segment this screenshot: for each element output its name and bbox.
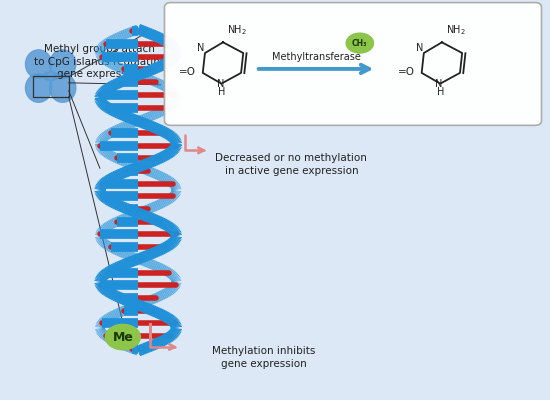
Text: in active gene expression: in active gene expression [224, 166, 358, 176]
Text: Methylation inhibits: Methylation inhibits [212, 346, 316, 356]
Text: Me: Me [112, 330, 133, 344]
Text: H: H [218, 87, 225, 97]
Text: Methyl groups attach: Methyl groups attach [45, 44, 155, 54]
Text: =O: =O [179, 67, 196, 77]
Text: N: N [436, 79, 443, 89]
Text: N: N [217, 79, 224, 89]
Text: N: N [416, 43, 423, 53]
Text: CH₃: CH₃ [352, 38, 367, 48]
Ellipse shape [25, 50, 52, 78]
Text: Methyltransferase: Methyltransferase [272, 52, 360, 62]
Circle shape [346, 33, 373, 53]
Ellipse shape [50, 50, 76, 78]
Text: H: H [437, 87, 444, 97]
Text: NH$_2$: NH$_2$ [227, 23, 246, 37]
Ellipse shape [50, 74, 76, 102]
Text: Decreased or no methylation: Decreased or no methylation [216, 153, 367, 163]
Text: to CpG islands regulating: to CpG islands regulating [34, 57, 166, 67]
Text: N: N [197, 43, 204, 53]
Ellipse shape [25, 74, 52, 102]
FancyBboxPatch shape [164, 2, 542, 125]
Text: gene expression: gene expression [57, 69, 143, 79]
Text: gene expression: gene expression [221, 359, 307, 369]
Text: =O: =O [398, 67, 415, 77]
Ellipse shape [43, 72, 58, 80]
Circle shape [106, 324, 140, 350]
Text: NH$_2$: NH$_2$ [446, 23, 465, 37]
